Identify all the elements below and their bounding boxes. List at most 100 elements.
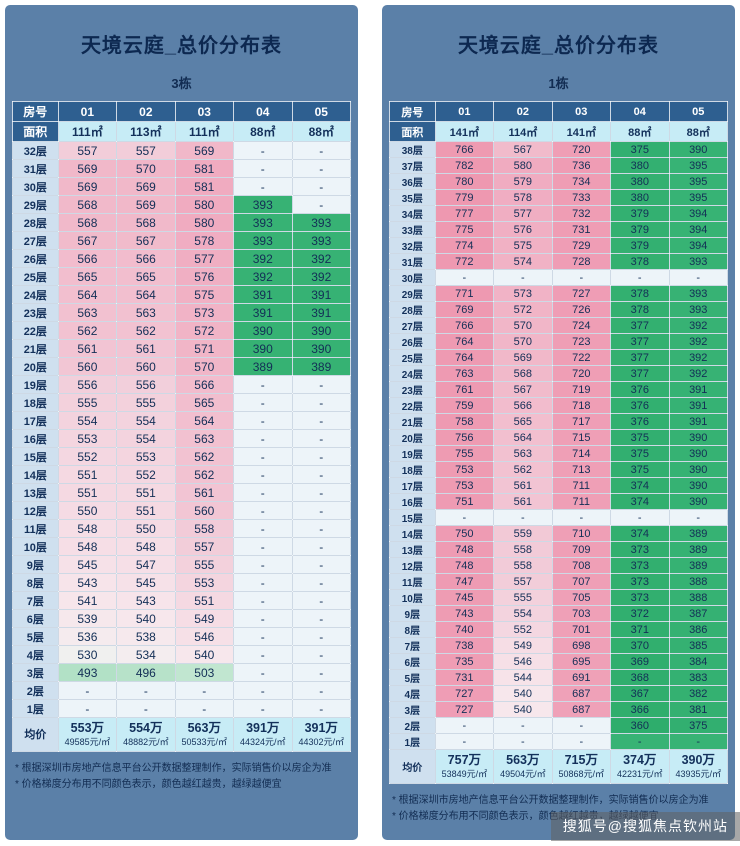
floor-label: 14层 <box>12 465 59 484</box>
price-cell: 545 <box>116 573 176 592</box>
room-header-label: 房号 <box>389 101 436 122</box>
average-unit-price: 50868元/㎡ <box>558 768 605 779</box>
price-cell: 391 <box>233 303 293 322</box>
price-cell: - <box>233 177 293 196</box>
price-cell: 557 <box>174 537 235 556</box>
floor-row: 29层 771 573 727 378 393 <box>389 285 728 302</box>
table-body: 38层 766 567 720 375 390 37层 782 580 736 380 395 36层 7… <box>389 141 728 750</box>
floor-label: 33层 <box>389 221 436 238</box>
price-cell: 390 <box>668 445 728 462</box>
price-cell: 377 <box>610 365 670 382</box>
price-cell: 377 <box>610 349 670 366</box>
price-cell: 568 <box>57 213 118 232</box>
floor-row: 7层 738 549 698 370 385 <box>389 637 728 654</box>
floor-label: 17层 <box>12 411 59 430</box>
table-notes: * 根据深圳市房地产信息平台公开数据整理制作，实际销售价以房企为准 * 价格梯度… <box>12 761 351 792</box>
floor-label: 5层 <box>389 669 436 686</box>
floor-row: 28层 568 568 580 393 393 <box>12 213 351 232</box>
floor-row: 11层 548 550 558- - <box>12 519 351 538</box>
price-cell: 373 <box>610 589 670 606</box>
price-cell: 695 <box>551 653 612 670</box>
price-cell: 566 <box>116 249 176 268</box>
floor-row: 1层 - - - - - <box>389 733 728 750</box>
price-cell: 580 <box>174 195 235 214</box>
price-cell: 570 <box>116 159 176 178</box>
price-cell: 557 <box>493 573 553 590</box>
price-cell: 736 <box>551 157 612 174</box>
price-cell: 581 <box>174 159 235 178</box>
page-title: 天境云庭_总价分布表 <box>80 35 283 57</box>
price-cell: 387 <box>668 605 728 622</box>
floor-label: 3层 <box>12 663 59 682</box>
price-cell: 750 <box>434 525 495 542</box>
price-cell: 373 <box>610 541 670 558</box>
price-cell: - <box>57 699 118 718</box>
price-cell: 393 <box>668 301 728 318</box>
price-cell: 382 <box>668 685 728 702</box>
price-cell: 566 <box>57 249 118 268</box>
price-cell: - <box>291 141 351 160</box>
price-cell: 373 <box>610 557 670 574</box>
unit-area-value: 141㎡ <box>551 121 612 142</box>
price-cell: 390 <box>668 461 728 478</box>
floor-label: 26层 <box>389 333 436 350</box>
floor-row: 19层 556 556 566- - <box>12 375 351 394</box>
floor-label: 1层 <box>12 699 59 718</box>
floor-row: 36层 780 579 734 380 395 <box>389 173 728 190</box>
price-cell: 540 <box>493 701 553 718</box>
floor-label: 28层 <box>389 301 436 318</box>
price-cell: 711 <box>551 477 612 494</box>
floor-label: 2层 <box>12 681 59 700</box>
floor-row: 15层 - - - - - <box>389 509 728 526</box>
price-cell: 379 <box>610 237 670 254</box>
floor-label: 6层 <box>389 653 436 670</box>
price-cell: - <box>668 269 728 286</box>
price-cell: 703 <box>551 605 612 622</box>
floor-label: 23层 <box>389 381 436 398</box>
price-cell: - <box>233 609 293 628</box>
price-cell: 711 <box>551 493 612 510</box>
price-cell: 541 <box>57 591 118 610</box>
price-cell: 567 <box>493 381 553 398</box>
price-cell: 534 <box>116 645 176 664</box>
note-line: * 根据深圳市房地产信息平台公开数据整理制作，实际销售价以房企为准 <box>392 795 709 807</box>
price-cell: 567 <box>116 231 176 250</box>
price-cell: - <box>233 141 293 160</box>
floor-label: 9层 <box>389 605 436 622</box>
price-cell: 381 <box>668 701 728 718</box>
floor-label: 22层 <box>389 397 436 414</box>
price-cell: 733 <box>551 189 612 206</box>
floor-label: 29层 <box>12 195 59 214</box>
price-cell: - <box>434 269 495 286</box>
floor-row: 3层 493 496 503- - <box>12 663 351 682</box>
price-cell: 751 <box>434 493 495 510</box>
price-cell: 380 <box>610 157 670 174</box>
price-cell: 551 <box>57 465 118 484</box>
floor-row: 9层 743 554 703 372 387 <box>389 605 728 622</box>
price-cell: 553 <box>174 573 235 592</box>
floor-row: 14层 750 559 710 374 389 <box>389 525 728 542</box>
floor-row: 33层 775 576 731 379 394 <box>389 221 728 238</box>
floor-label: 32层 <box>389 237 436 254</box>
price-cell: 376 <box>610 397 670 414</box>
price-cell: 392 <box>668 333 728 350</box>
room-number-header: 02 <box>116 101 176 122</box>
floor-label: 35层 <box>389 189 436 206</box>
room-header-label: 房号 <box>12 101 59 122</box>
price-cell: 390 <box>291 339 351 358</box>
price-cell: 370 <box>610 637 670 654</box>
price-cell: 394 <box>668 205 728 222</box>
price-cell: 555 <box>493 589 553 606</box>
floor-label: 28层 <box>12 213 59 232</box>
price-cell: 392 <box>291 249 351 268</box>
average-cell: 554万 48882元/㎡ <box>116 716 176 753</box>
floor-label: 16层 <box>389 493 436 510</box>
floor-row: 10层 745 555 705 373 388 <box>389 589 728 606</box>
floor-row: 15层 552 553 562- - <box>12 447 351 466</box>
floor-row: 38层 766 567 720 375 390 <box>389 141 728 158</box>
price-cell: 389 <box>291 357 351 376</box>
price-cell: - <box>291 627 351 646</box>
floor-label: 4层 <box>389 685 436 702</box>
price-cell: 735 <box>434 653 495 670</box>
average-price: 715万 <box>564 753 598 767</box>
